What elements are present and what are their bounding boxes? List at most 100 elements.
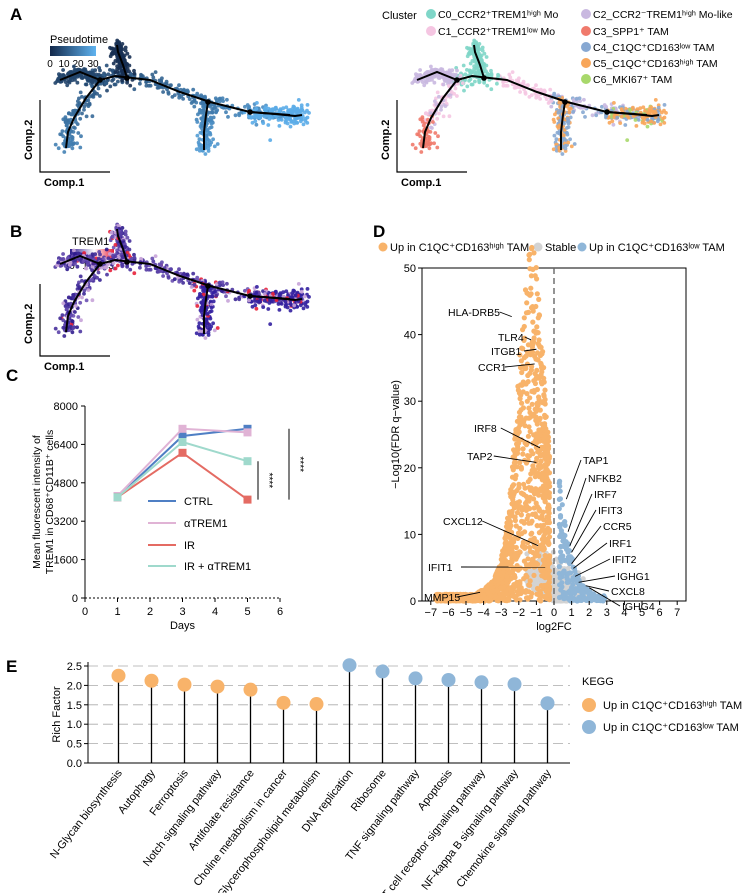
cell-point [305,103,310,107]
cell-point [110,234,115,239]
up-high-point [522,566,529,572]
cell-point [72,258,77,263]
cell-point [552,91,557,96]
cell-point [631,105,635,110]
cell-point [139,72,143,77]
cell-point [298,303,303,308]
cell-point [66,111,71,116]
cluster-legend-title: Cluster [382,10,417,22]
axis-label-comp2: Comp.2 [23,120,35,160]
cell-point [542,88,547,93]
cell-point [258,299,263,304]
up-high-point [534,291,540,297]
cell-point [293,109,298,114]
cell-point [210,291,215,295]
y-tick-label: 6400 [54,439,78,451]
cell-point [181,281,186,285]
cell-point [534,83,538,88]
cell-point [70,135,75,140]
cell-point [65,83,70,88]
cell-point [215,142,220,146]
cell-point [447,114,452,119]
cell-point [191,87,196,92]
cell-point [303,110,307,115]
cell-point [437,94,441,99]
cluster-legend-swatch [426,9,436,19]
cell-point [217,281,222,285]
cell-point [209,121,214,126]
cell-point [195,275,200,280]
cell-point [574,97,579,101]
up-high-point [523,353,529,359]
cell-point [220,280,225,285]
cell-point [496,72,500,77]
cell-point [465,84,470,89]
cell-point [266,307,271,311]
cell-point [268,138,273,143]
cell-point [450,68,455,73]
trajectory-node [481,75,487,81]
cell-point [196,296,200,301]
cell-point [224,110,228,115]
cell-point [610,119,615,124]
trajectory-line [473,44,485,79]
cell-point [69,129,73,134]
cell-point [285,305,290,310]
series-marker-1 [243,428,252,437]
cell-point [86,76,90,81]
cell-point [197,148,202,153]
cell-point [649,105,654,109]
cell-point [201,108,206,113]
cell-point [63,303,68,308]
cell-point [61,325,66,330]
cluster-legend: Cluster C0_CCR2⁺TREM1ʰⁱᵍʰ MoC1_CCR2⁺TREM… [382,9,733,86]
cell-point [78,145,83,150]
cell-point [662,121,667,125]
cluster-legend-label: C3_SPP1⁺ TAM [593,26,669,38]
axis-label-comp1: Comp.1 [401,177,441,189]
trajectory-line [203,101,209,150]
trajectory-node [562,99,568,105]
cell-point [125,235,130,240]
cell-point [76,315,81,319]
cell-point [132,87,137,92]
cell-point [430,78,434,82]
cell-point [538,97,542,101]
legend-label: IR + αTREM1 [184,561,251,573]
cell-point [90,83,94,88]
cell-point [76,99,80,104]
y-axis-label: Mean fluorescent intensity ofTREM1 in CD… [31,430,56,575]
trem1-tick: 0 [69,261,75,272]
cell-point [86,104,91,108]
pseudotime-legend: Pseudotime 0 10 20 30 [47,34,108,70]
cell-point [210,294,215,299]
cell-point [438,75,443,80]
cell-point [125,51,130,56]
cell-point [132,271,137,276]
cell-point [93,252,98,257]
cell-point [197,332,202,337]
cell-point [568,115,573,120]
cell-point [233,113,238,118]
cell-point [225,97,229,102]
cell-point [305,299,310,304]
cell-point [77,102,82,107]
cell-point [507,72,512,77]
cell-point [292,303,297,308]
cell-point [552,133,557,138]
cell-point [279,118,284,122]
cell-point [214,109,219,114]
cell-point [68,76,73,81]
significance-marker: **** [263,473,274,489]
cell-point [472,67,476,71]
cell-point [221,99,226,103]
cell-point [237,113,242,118]
cell-point [96,256,101,261]
cell-point [59,263,63,268]
panel-b: B TREM1 0 1 2 3 Comp.1 Comp.2 [10,222,311,373]
legend-label: CTRL [184,496,213,508]
trajectory-line [116,228,128,263]
cluster-legend-swatch [581,74,591,84]
cell-point [423,111,428,116]
